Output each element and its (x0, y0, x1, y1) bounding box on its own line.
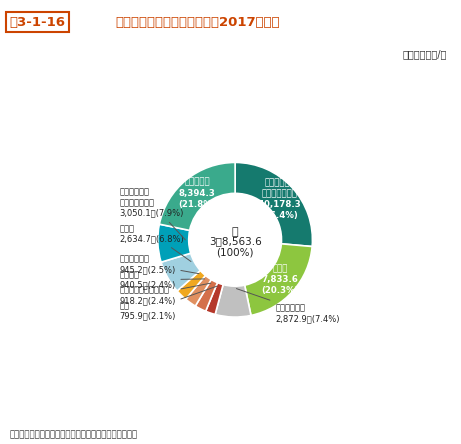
Text: 図3-1-16: 図3-1-16 (9, 16, 65, 29)
Wedge shape (186, 275, 211, 306)
Text: 農業、林業
8,394.3
(21.8%): 農業、林業 8,394.3 (21.8%) (178, 178, 216, 209)
Wedge shape (215, 285, 251, 317)
Wedge shape (160, 163, 235, 230)
Text: 鉄鋼業
2,634.7　(6.8%): 鉄鋼業 2,634.7 (6.8%) (119, 224, 191, 262)
Wedge shape (177, 270, 206, 299)
Wedge shape (158, 224, 191, 262)
Text: 産業廃棄物の業種別排出量（2017年度）: 産業廃棄物の業種別排出量（2017年度） (115, 16, 280, 29)
Wedge shape (195, 280, 218, 311)
Text: 3億8,563.6: 3億8,563.6 (209, 236, 261, 246)
Text: 単位：万トン/年: 単位：万トン/年 (403, 49, 447, 59)
Text: 電気・ガス・
熱供給・水道業
10,178.3
(26.4%): 電気・ガス・ 熱供給・水道業 10,178.3 (26.4%) (258, 178, 301, 220)
Text: 建設業
7,833.6
(20.3%): 建設業 7,833.6 (20.3%) (261, 264, 299, 295)
Text: 計: 計 (232, 227, 238, 237)
Text: 食料品製造業
945.2　(2.5%): 食料品製造業 945.2 (2.5%) (119, 255, 199, 274)
Text: 資料：環境省「産業廃棄物排出・処理状況調査報告書」: 資料：環境省「産業廃棄物排出・処理状況調査報告書」 (9, 431, 137, 440)
Wedge shape (206, 283, 223, 314)
Text: 窯業・土石製品製造業
918.2　(2.4%): 窯業・土石製品製造業 918.2 (2.4%) (119, 283, 211, 305)
Wedge shape (235, 163, 313, 246)
Wedge shape (161, 253, 201, 291)
Text: 化学工業
940.5　(2.4%): 化学工業 940.5 (2.4%) (119, 270, 205, 289)
Text: その他の業種
2,872.9　(7.4%): その他の業種 2,872.9 (7.4%) (236, 289, 340, 323)
Text: (100%): (100%) (216, 247, 254, 257)
Text: 鉱業
795.9　(2.1%): 鉱業 795.9 (2.1%) (119, 286, 217, 321)
Text: パルプ・紙・
紙加工品製造業
3,050.1　(7.9%): パルプ・紙・ 紙加工品製造業 3,050.1 (7.9%) (119, 188, 185, 240)
Wedge shape (245, 244, 312, 315)
